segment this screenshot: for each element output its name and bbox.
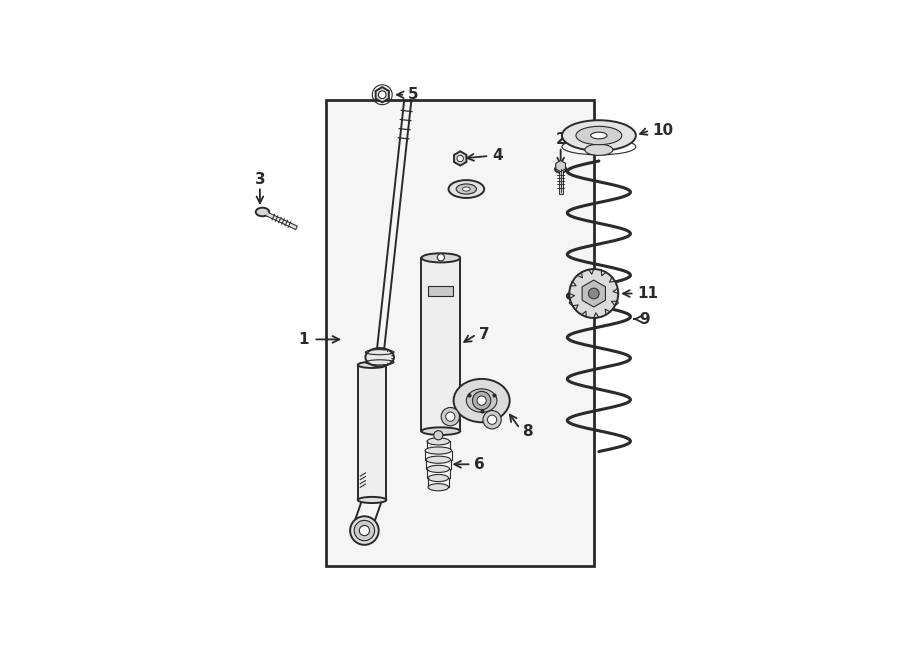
Ellipse shape <box>426 456 451 463</box>
Ellipse shape <box>428 465 449 473</box>
Circle shape <box>488 415 497 424</box>
Ellipse shape <box>448 180 484 198</box>
Text: 11: 11 <box>637 286 658 301</box>
Circle shape <box>457 155 464 162</box>
Text: 5: 5 <box>408 87 418 102</box>
Ellipse shape <box>576 126 622 145</box>
Ellipse shape <box>555 166 566 173</box>
Bar <box>421 258 460 431</box>
Circle shape <box>434 431 443 440</box>
Circle shape <box>378 91 386 99</box>
Ellipse shape <box>456 184 476 194</box>
Circle shape <box>472 391 490 410</box>
Text: 3: 3 <box>255 172 266 187</box>
Circle shape <box>437 254 445 261</box>
Text: 1: 1 <box>298 332 309 347</box>
Bar <box>428 286 454 296</box>
Text: 4: 4 <box>491 148 502 164</box>
Circle shape <box>441 408 460 426</box>
Ellipse shape <box>421 254 460 262</box>
Text: 9: 9 <box>640 312 651 326</box>
Ellipse shape <box>358 362 386 368</box>
Ellipse shape <box>463 187 470 191</box>
Ellipse shape <box>466 389 497 412</box>
Circle shape <box>570 269 618 318</box>
Circle shape <box>350 516 379 545</box>
Polygon shape <box>556 160 565 171</box>
Ellipse shape <box>425 447 452 454</box>
Text: 10: 10 <box>652 123 673 138</box>
Ellipse shape <box>358 497 386 503</box>
Bar <box>358 365 386 500</box>
Ellipse shape <box>428 438 449 445</box>
Ellipse shape <box>585 144 613 156</box>
Ellipse shape <box>590 132 607 139</box>
Ellipse shape <box>365 348 394 367</box>
Ellipse shape <box>421 428 460 435</box>
Ellipse shape <box>428 475 448 482</box>
Bar <box>326 100 594 566</box>
Text: 8: 8 <box>522 424 533 439</box>
Text: 6: 6 <box>474 457 485 472</box>
Circle shape <box>446 412 454 421</box>
Text: 2: 2 <box>555 132 566 147</box>
Polygon shape <box>375 87 389 103</box>
Ellipse shape <box>562 120 635 151</box>
Ellipse shape <box>428 484 448 491</box>
Circle shape <box>359 526 370 536</box>
Polygon shape <box>582 280 606 307</box>
Circle shape <box>355 520 374 541</box>
Ellipse shape <box>454 379 509 422</box>
Text: 7: 7 <box>479 327 490 342</box>
Ellipse shape <box>256 208 269 216</box>
Circle shape <box>477 396 486 405</box>
Polygon shape <box>454 152 466 166</box>
Circle shape <box>589 288 599 299</box>
Circle shape <box>483 410 501 429</box>
